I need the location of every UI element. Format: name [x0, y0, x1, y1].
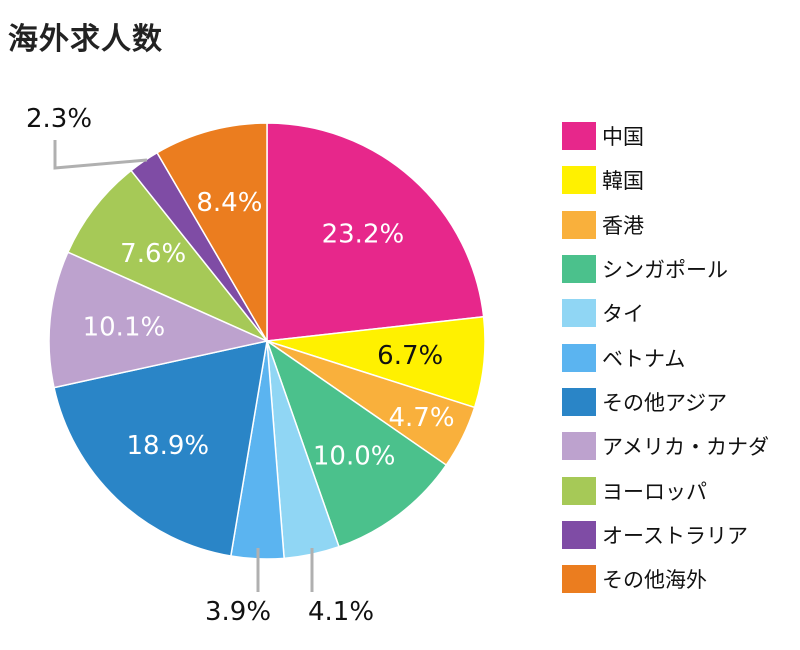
legend-item-7: アメリカ・カナダ: [562, 424, 769, 468]
legend-label-2: 香港: [602, 213, 644, 238]
legend-item-2: 香港: [562, 203, 769, 247]
pie-slice-8: [66, 169, 268, 342]
legend-swatch-5: [562, 343, 596, 372]
legend-item-8: ヨーロッパ: [562, 468, 769, 512]
data-label-5: 3.9%: [205, 597, 271, 627]
legend-label-6: その他アジア: [602, 390, 728, 415]
pie-slice-3: [265, 339, 448, 548]
legend-item-5: ベトナム: [562, 335, 769, 379]
legend-swatch-8: [562, 476, 596, 505]
pie-slice-6: [53, 340, 268, 557]
legend-label-4: タイ: [602, 302, 644, 327]
legend-swatch-10: [562, 565, 596, 594]
legend-item-4: タイ: [562, 291, 769, 335]
legend-swatch-1: [562, 166, 596, 195]
pie-slice-7: [48, 251, 270, 389]
legend-label-7: アメリカ・カナダ: [602, 435, 769, 460]
legend-swatch-0: [562, 122, 596, 151]
data-label-9: 2.3%: [26, 104, 92, 134]
data-label-4: 4.1%: [308, 597, 374, 627]
data-label-0: 23.2%: [322, 220, 405, 250]
legend-label-1: 韓国: [602, 169, 644, 194]
legend-swatch-9: [562, 520, 596, 549]
legend-swatch-4: [562, 299, 596, 328]
chart-title: 海外求人数: [8, 22, 163, 57]
data-label-3: 10.0%: [313, 442, 396, 472]
legend-item-6: その他アジア: [562, 380, 769, 424]
data-label-8: 7.6%: [120, 239, 186, 269]
legend-swatch-3: [562, 255, 596, 284]
legend-item-10: その他海外: [562, 557, 769, 601]
legend-item-9: オーストラリア: [562, 513, 769, 557]
data-label-7: 10.1%: [83, 312, 166, 342]
pie-slice-0: [266, 122, 485, 342]
data-label-1: 6.7%: [377, 341, 443, 371]
legend-label-8: ヨーロッパ: [602, 479, 707, 504]
legend-swatch-6: [562, 387, 596, 416]
legend-swatch-2: [562, 210, 596, 239]
data-label-6: 18.9%: [126, 431, 209, 461]
data-label-10: 8.4%: [196, 188, 262, 218]
legend-swatch-7: [562, 432, 596, 461]
legend-label-9: オーストラリア: [602, 523, 748, 548]
pie-slice-10: [156, 122, 268, 344]
data-label-2: 4.7%: [388, 403, 454, 433]
legend-label-0: 中国: [602, 125, 644, 150]
legend-label-10: その他海外: [602, 568, 707, 593]
legend-item-1: 韓国: [562, 158, 769, 202]
legend-item-0: 中国: [562, 114, 769, 158]
legend-label-3: シンガポール: [602, 258, 728, 283]
legend-item-3: シンガポール: [562, 247, 769, 291]
legend: 中国韓国香港シンガポール タイベトナムその他アジアアメリカ・カナダ ヨーロッパオース…: [562, 114, 769, 601]
legend-label-5: ベトナム: [602, 346, 686, 371]
leader-line-9: [53, 140, 148, 170]
